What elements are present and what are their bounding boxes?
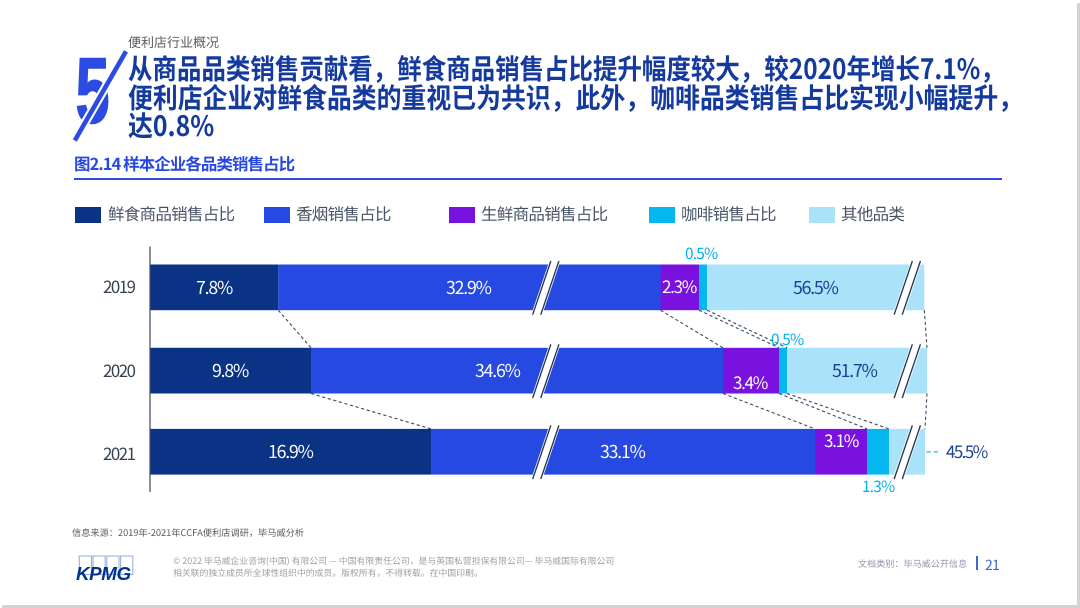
- svg-text:KPMG: KPMG: [76, 563, 132, 584]
